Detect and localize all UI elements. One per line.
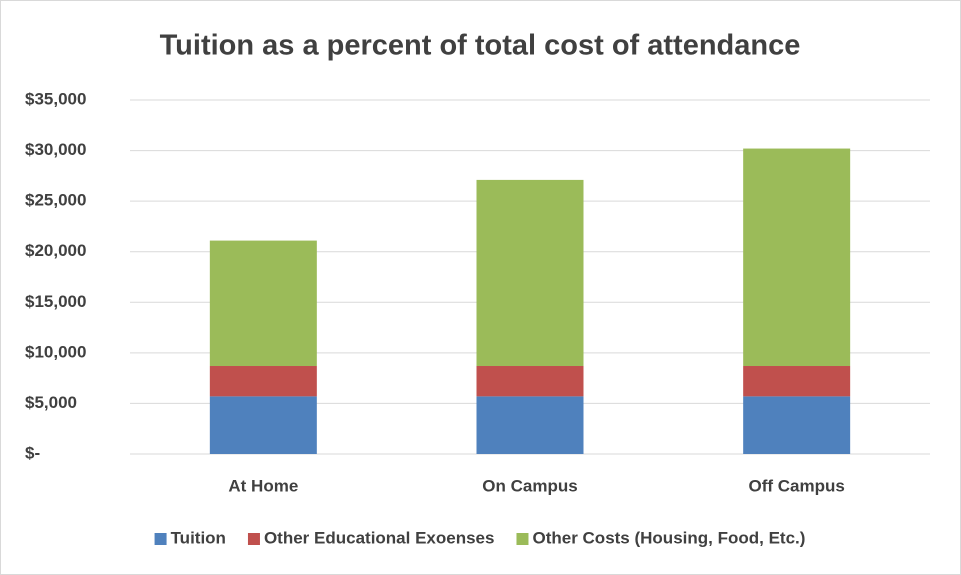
- legend-label: Other Educational Exoenses: [264, 528, 495, 547]
- bar-segment: [743, 396, 851, 454]
- bar-segment: [476, 366, 584, 397]
- legend-item: Other Educational Exoenses: [247, 528, 495, 547]
- y-tick-label: $15,000: [25, 292, 86, 311]
- bar-segment: [476, 396, 584, 454]
- y-tick-label: $25,000: [25, 191, 86, 210]
- legend-swatch: [247, 533, 260, 545]
- y-tick-label: $35,000: [25, 89, 86, 108]
- y-tick-label: $-: [25, 443, 40, 462]
- bar-segment: [209, 366, 317, 397]
- bar-segment: [209, 396, 317, 454]
- bar-segment: [476, 179, 584, 367]
- y-tick-label: $20,000: [25, 241, 86, 260]
- bar-segment: [743, 148, 851, 367]
- legend-label: Tuition: [171, 528, 226, 547]
- legend-label: Other Costs (Housing, Food, Etc.): [532, 528, 805, 547]
- legend-item: Other Costs (Housing, Food, Etc.): [516, 528, 805, 547]
- x-tick-label: On Campus: [482, 476, 577, 495]
- chart-title: Tuition as a percent of total cost of at…: [160, 30, 801, 62]
- legend-swatch: [154, 533, 167, 545]
- x-tick-label: Off Campus: [748, 476, 844, 495]
- y-tick-label: $5,000: [25, 393, 77, 412]
- y-tick-label: $10,000: [25, 342, 86, 361]
- y-tick-label: $30,000: [25, 140, 86, 159]
- legend-item: Tuition: [154, 528, 226, 547]
- bar-segment: [209, 240, 317, 367]
- bar-segment: [743, 366, 851, 397]
- legend-swatch: [516, 533, 529, 545]
- x-tick-label: At Home: [228, 476, 298, 495]
